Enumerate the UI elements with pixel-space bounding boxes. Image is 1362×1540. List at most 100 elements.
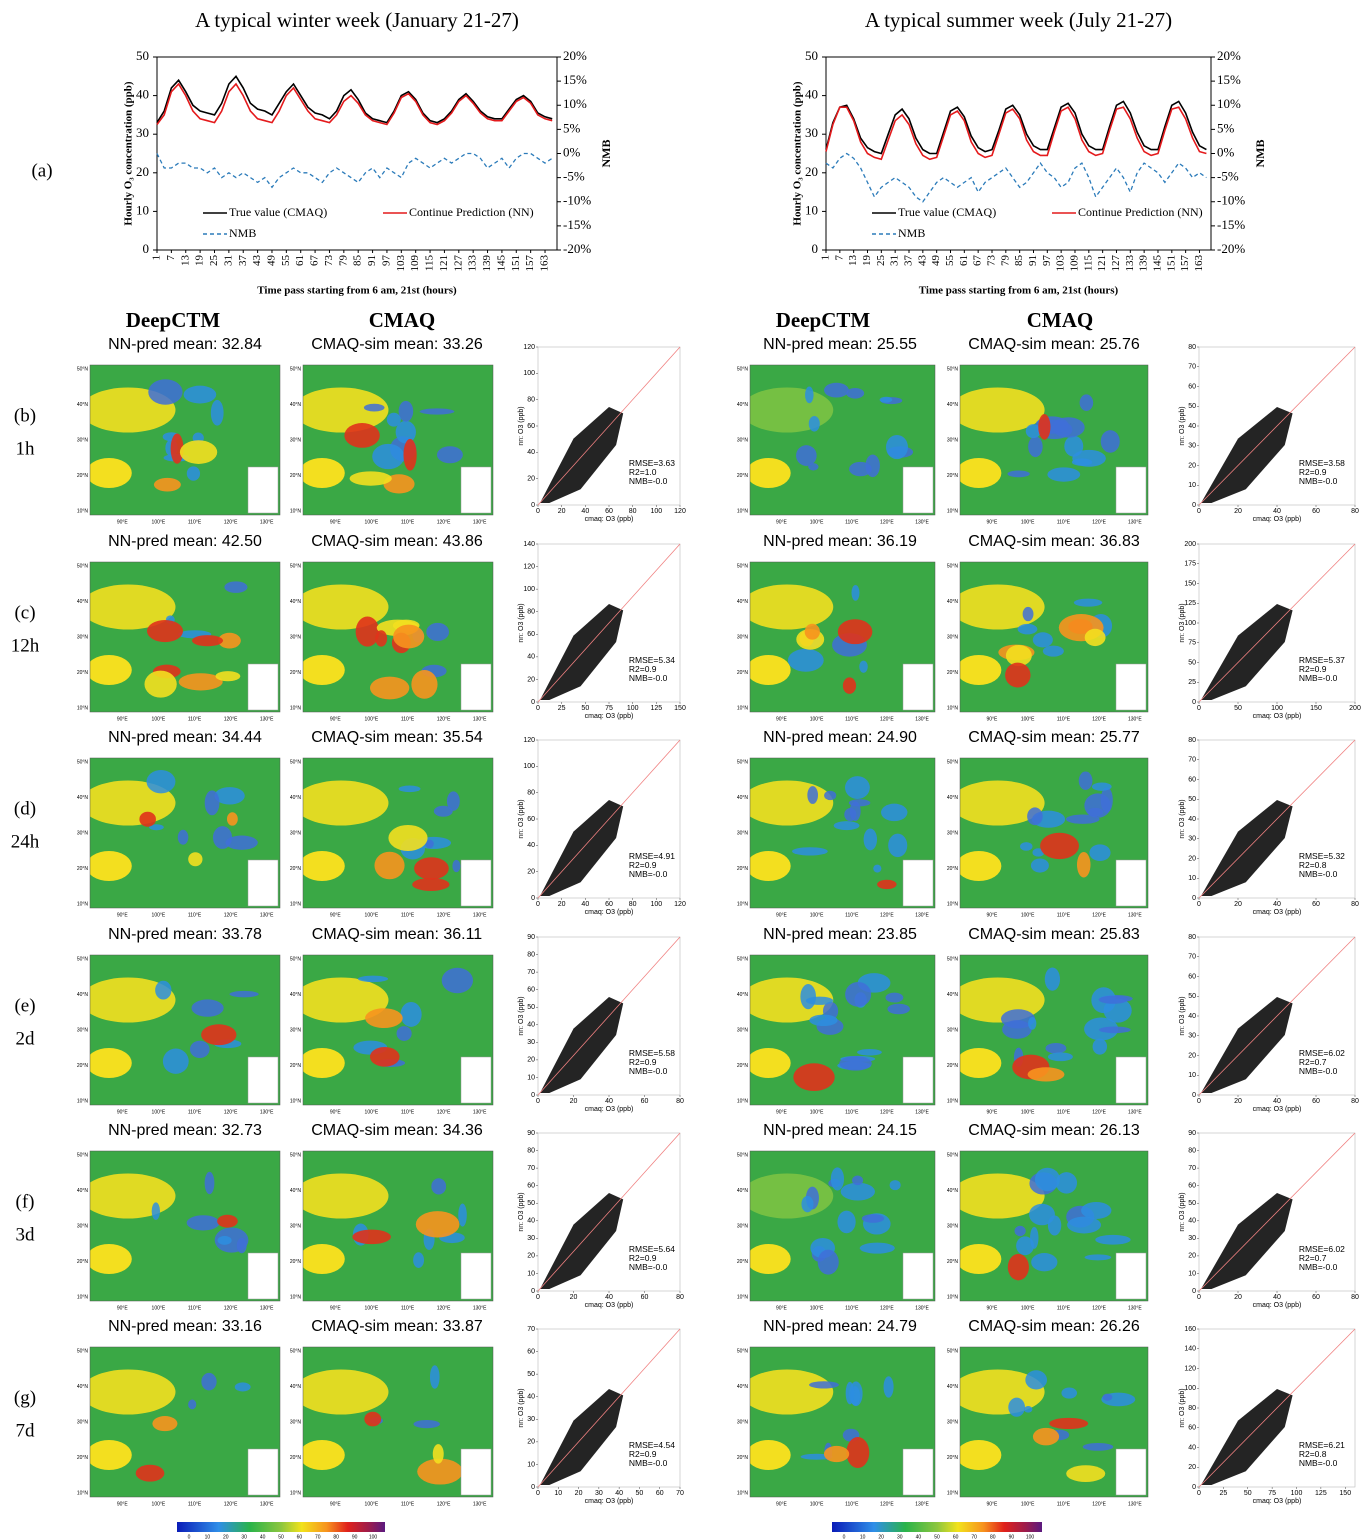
x-tick-label: 200 (1349, 705, 1361, 712)
map-region (1089, 844, 1110, 861)
map-lat-label: 40°N (77, 795, 89, 801)
map-lat-label: 20°N (290, 473, 302, 479)
legend-label: NMB (229, 226, 256, 240)
x-tick-label: 0 (536, 901, 540, 908)
map-region (741, 585, 834, 630)
y-tick-label: 0 (531, 1484, 535, 1491)
map-lat-label: 20°N (737, 866, 749, 872)
panel-label: (a) (31, 160, 52, 181)
stat-annotation: NMB=-0.0 (629, 1458, 668, 1468)
map-lon-label: 90°E (987, 716, 999, 722)
map-lat-label: 40°N (290, 795, 302, 801)
map-lon-label: 100°E (810, 716, 824, 722)
x-tick-label: 43 (251, 255, 263, 267)
x-tick-label: 145 (495, 254, 507, 271)
colorbar-tick-label: 40 (916, 1534, 922, 1540)
column-header: CMAQ (369, 308, 436, 332)
map-lat-label: 10°N (77, 901, 89, 907)
map-region (845, 776, 870, 799)
x-tick-label: 61 (294, 255, 306, 266)
map-lat-label: 20°N (77, 1259, 89, 1265)
map-region (188, 1400, 196, 1410)
map-lat-label: 40°N (290, 992, 302, 998)
map-lon-label: 120°E (224, 716, 238, 722)
stat-annotation: NMB=-0.0 (629, 673, 668, 683)
x-tick-label: 49 (930, 255, 942, 267)
colorbar (177, 1522, 385, 1532)
y-tick-label: 120 (1184, 1365, 1196, 1372)
y2-tick-label: 10% (563, 96, 587, 111)
map-lon-label: 100°E (1021, 519, 1035, 525)
map-region (834, 821, 860, 830)
y-tick-label: 120 (523, 344, 535, 351)
map-region (412, 878, 449, 891)
x-tick-label: 91 (1027, 255, 1039, 266)
y-axis-label: nn: O3 (ppb) (1179, 996, 1186, 1035)
map-lat-label: 20°N (290, 670, 302, 676)
panel-label: (f) (16, 1191, 35, 1212)
x-tick-label: 121 (1096, 255, 1108, 272)
x-tick-label: 0 (536, 705, 540, 712)
map-lat-label: 20°N (737, 1063, 749, 1069)
legend-label: True value (CMAQ) (898, 205, 996, 219)
map-region (796, 445, 817, 466)
map-lon-label: 130°E (915, 519, 929, 525)
y-tick-label: 0 (1192, 699, 1196, 706)
figure: A typical winter week (January 21-27)010… (0, 0, 1362, 1540)
x-tick-label: 103 (395, 255, 407, 272)
map-region (831, 1167, 844, 1190)
stat-annotation: NMB=-0.0 (1299, 1458, 1338, 1468)
x-tick-label: 40 (1273, 1098, 1281, 1105)
map-region (846, 388, 864, 399)
map-lon-label: 130°E (260, 519, 274, 525)
map-lon-label: 120°E (1092, 1501, 1106, 1507)
y-tick-label: 100 (523, 586, 535, 593)
map-lon-label: 110°E (1057, 1501, 1071, 1507)
map-lon-label: 130°E (473, 1109, 487, 1115)
y-axis-label: nn: O3 (ppb) (518, 1192, 525, 1231)
map-lat-label: 50°N (947, 1152, 959, 1158)
x-tick-label: 150 (674, 705, 686, 712)
map-inset (461, 1057, 491, 1103)
y-tick-label: 30 (1188, 1235, 1196, 1242)
map-region (857, 1049, 882, 1056)
mean-label: NN-pred mean: 24.79 (763, 1318, 917, 1335)
map-lat-label: 40°N (737, 402, 749, 408)
x-tick-label: 0 (1197, 508, 1201, 515)
map-region (387, 413, 401, 427)
y-axis-label: nn: O3 (ppb) (518, 406, 525, 445)
map-lat-label: 40°N (290, 402, 302, 408)
x-tick-label: 25 (558, 705, 566, 712)
y-axis-label: nn: O3 (ppb) (1179, 406, 1186, 445)
y-tick-label: 0 (531, 502, 535, 509)
map-lon-label: 110°E (1057, 716, 1071, 722)
map-lat-label: 20°N (290, 1455, 302, 1461)
map-region (1067, 1217, 1101, 1234)
map-lon-label: 90°E (117, 1501, 129, 1507)
map-region (1079, 772, 1093, 790)
x-tick-label: 80 (629, 508, 637, 515)
map-region (180, 440, 217, 464)
map-region (136, 1465, 165, 1482)
map-region (1029, 1204, 1055, 1226)
map-region (881, 804, 907, 822)
map-lon-label: 110°E (401, 716, 415, 722)
map-lat-label: 40°N (290, 1384, 302, 1390)
map-lat-label: 30°N (290, 437, 302, 443)
map-region (838, 619, 873, 644)
x-tick-label: 55 (944, 255, 956, 267)
x-tick-label: 40 (605, 1098, 613, 1105)
map-lon-label: 90°E (776, 1501, 788, 1507)
map-inset (903, 1253, 933, 1299)
y-tick-label: 0 (1192, 1092, 1196, 1099)
y-tick-label: 50 (1188, 1200, 1196, 1207)
map-lon-label: 130°E (915, 912, 929, 918)
y-tick-label: 0 (143, 241, 150, 256)
map-lat-label: 20°N (77, 670, 89, 676)
map-lat-label: 30°N (947, 830, 959, 836)
map-lon-label: 100°E (152, 716, 166, 722)
map-lat-label: 30°N (77, 437, 89, 443)
map-lon-label: 100°E (810, 912, 824, 918)
x-tick-label: 151 (510, 255, 522, 272)
mean-label: CMAQ-sim mean: 25.83 (968, 926, 1140, 943)
